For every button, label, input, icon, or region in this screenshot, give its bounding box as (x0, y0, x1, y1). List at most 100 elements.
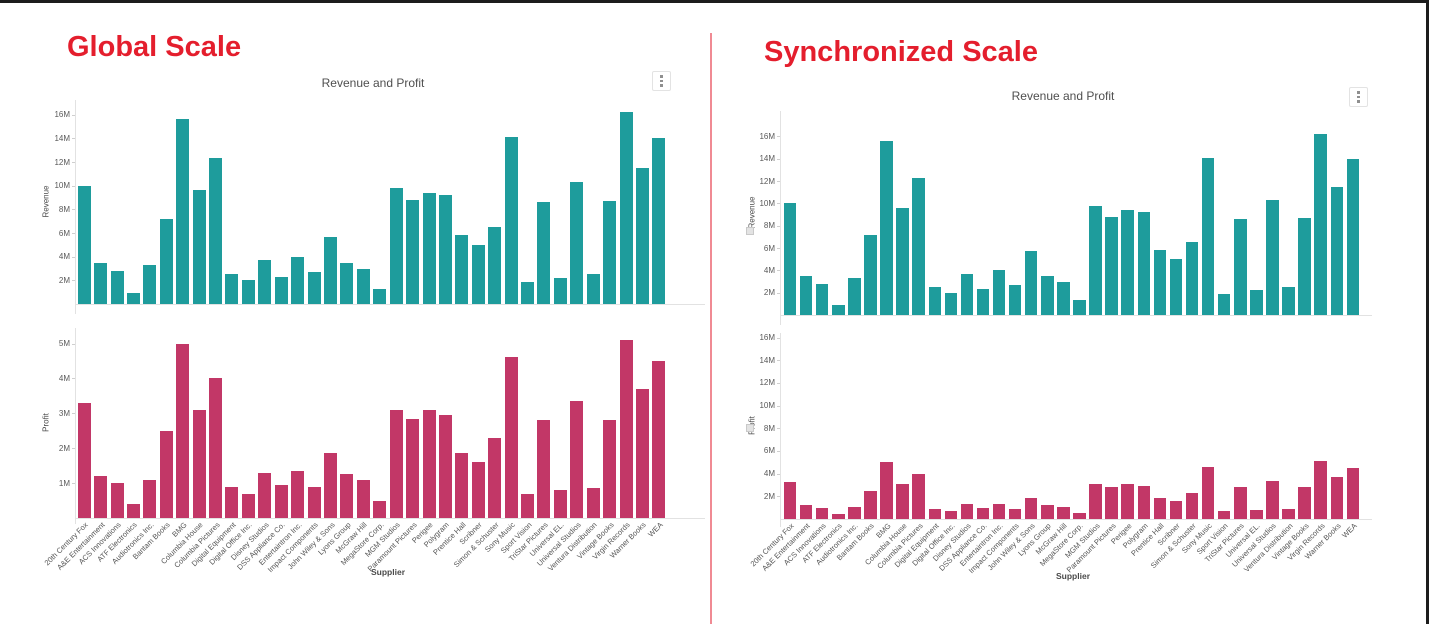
profit-bar[interactable] (1153, 498, 1167, 519)
revenue-bar[interactable] (1024, 251, 1038, 315)
revenue-bar[interactable] (1105, 216, 1118, 315)
revenue-bar[interactable] (912, 177, 925, 315)
revenue-bar[interactable] (1201, 157, 1215, 315)
revenue-bar[interactable] (241, 280, 255, 304)
revenue-bar[interactable] (1185, 242, 1199, 315)
profit-bar[interactable] (960, 504, 974, 519)
profit-bar[interactable] (570, 401, 584, 518)
profit-bar[interactable] (406, 418, 420, 518)
revenue-bar[interactable] (389, 188, 403, 304)
revenue-bar[interactable] (225, 274, 239, 304)
revenue-bar[interactable] (570, 182, 584, 304)
profit-bar[interactable] (1217, 511, 1231, 519)
profit-bar[interactable] (880, 462, 893, 519)
revenue-bar[interactable] (488, 227, 502, 304)
profit-bar[interactable] (1298, 487, 1311, 519)
revenue-bar[interactable] (406, 199, 420, 304)
revenue-bar[interactable] (1121, 210, 1134, 315)
revenue-bar[interactable] (603, 201, 617, 304)
profit-bar[interactable] (504, 357, 518, 518)
revenue-bar[interactable] (1314, 134, 1327, 315)
revenue-bar[interactable] (880, 140, 893, 315)
profit-bar[interactable] (553, 490, 567, 518)
revenue-bar[interactable] (1008, 284, 1022, 315)
revenue-bar[interactable] (324, 236, 337, 304)
profit-bar[interactable] (992, 503, 1006, 519)
profit-bar[interactable] (126, 504, 140, 518)
profit-bar[interactable] (77, 402, 91, 518)
profit-bar[interactable] (340, 474, 354, 518)
profit-bar[interactable] (537, 420, 551, 518)
revenue-bar[interactable] (799, 275, 813, 315)
profit-bar[interactable] (1137, 485, 1151, 519)
revenue-bar[interactable] (652, 138, 666, 304)
revenue-bar[interactable] (110, 270, 124, 304)
revenue-bar[interactable] (209, 158, 223, 304)
chart-menu-button-right[interactable] (1349, 87, 1368, 107)
profit-bar[interactable] (159, 430, 173, 518)
revenue-bar[interactable] (848, 278, 861, 315)
profit-bar[interactable] (324, 453, 337, 518)
profit-bar[interactable] (471, 462, 485, 518)
revenue-bar[interactable] (960, 273, 974, 315)
profit-bar[interactable] (1250, 509, 1263, 519)
revenue-bar[interactable] (438, 195, 452, 304)
profit-bar[interactable] (1073, 513, 1086, 519)
revenue-bar[interactable] (619, 112, 633, 304)
profit-bar[interactable] (815, 507, 829, 519)
revenue-bar[interactable] (944, 292, 958, 315)
profit-bar[interactable] (848, 506, 861, 519)
profit-bar[interactable] (896, 483, 909, 519)
revenue-bar[interactable] (1330, 186, 1343, 315)
profit-bar[interactable] (225, 486, 239, 518)
profit-bar[interactable] (1314, 461, 1327, 519)
profit-bar[interactable] (1169, 500, 1183, 519)
revenue-bar[interactable] (307, 272, 321, 304)
revenue-bar[interactable] (1250, 290, 1263, 315)
profit-bar[interactable] (1089, 483, 1102, 519)
profit-bar[interactable] (1266, 481, 1279, 519)
profit-bar[interactable] (422, 409, 436, 518)
revenue-bar[interactable] (192, 190, 206, 304)
profit-bar[interactable] (619, 340, 633, 518)
revenue-bar[interactable] (1266, 200, 1279, 315)
profit-bar[interactable] (1185, 492, 1199, 519)
profit-bar[interactable] (356, 479, 370, 518)
revenue-bar[interactable] (159, 218, 173, 304)
profit-bar[interactable] (1041, 504, 1054, 519)
revenue-bar[interactable] (143, 264, 157, 304)
profit-bar[interactable] (438, 415, 452, 518)
revenue-bar[interactable] (928, 287, 941, 315)
revenue-bar[interactable] (1089, 205, 1102, 315)
axis-sync-lock-icon[interactable] (746, 227, 754, 235)
profit-bar[interactable] (389, 409, 403, 518)
revenue-bar[interactable] (274, 276, 288, 304)
profit-bar[interactable] (799, 505, 813, 519)
profit-bar[interactable] (455, 453, 469, 518)
revenue-bar[interactable] (635, 167, 649, 304)
profit-bar[interactable] (586, 488, 600, 518)
revenue-bar[interactable] (504, 137, 518, 304)
profit-bar[interactable] (1024, 498, 1038, 519)
revenue-bar[interactable] (1234, 219, 1247, 315)
profit-bar[interactable] (241, 493, 255, 518)
profit-bar[interactable] (928, 508, 941, 519)
revenue-bar[interactable] (864, 234, 877, 315)
revenue-bar[interactable] (258, 260, 272, 304)
revenue-bar[interactable] (815, 283, 829, 315)
profit-bar[interactable] (143, 479, 157, 518)
profit-bar[interactable] (1282, 509, 1295, 519)
revenue-bar[interactable] (1137, 212, 1151, 315)
axis-sync-lock-icon[interactable] (746, 424, 754, 432)
profit-bar[interactable] (1201, 466, 1215, 519)
revenue-bar[interactable] (340, 262, 354, 304)
profit-bar[interactable] (912, 473, 925, 519)
revenue-bar[interactable] (176, 119, 190, 304)
revenue-bar[interactable] (422, 192, 436, 304)
revenue-bar[interactable] (783, 203, 797, 315)
revenue-bar[interactable] (1282, 287, 1295, 315)
profit-bar[interactable] (1105, 486, 1118, 519)
revenue-bar[interactable] (1346, 158, 1360, 315)
profit-bar[interactable] (832, 514, 845, 519)
revenue-bar[interactable] (1057, 281, 1070, 315)
